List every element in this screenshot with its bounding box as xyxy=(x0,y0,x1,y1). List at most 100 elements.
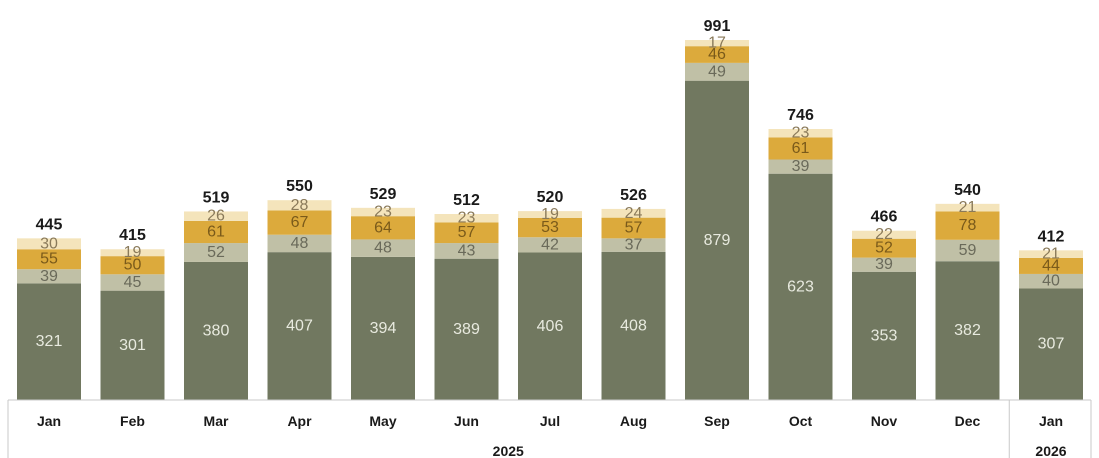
bar-segment-3-7 xyxy=(601,208,666,218)
segment-label-3-2: 26 xyxy=(207,208,225,225)
segment-label-3-6: 19 xyxy=(541,206,559,223)
segment-label-2-3: 67 xyxy=(291,214,309,231)
bar-segment-1-8 xyxy=(685,62,749,81)
segment-label-0-2: 380 xyxy=(203,322,230,339)
bar-segment-0-1 xyxy=(100,290,165,400)
bar-segment-0-3 xyxy=(267,252,332,400)
segment-label-3-3: 28 xyxy=(291,197,309,214)
segment-label-2-4: 64 xyxy=(374,219,392,236)
tick-label-12: Jan xyxy=(1039,413,1063,429)
segment-label-0-7: 408 xyxy=(620,317,647,334)
total-label-10: 466 xyxy=(871,209,898,226)
bar-segment-1-0 xyxy=(17,269,81,284)
bar-segment-2-4 xyxy=(351,216,415,240)
tick-label-3: Apr xyxy=(287,413,312,429)
segment-label-1-1: 45 xyxy=(124,274,142,291)
segment-label-2-5: 57 xyxy=(458,224,476,241)
bar-segment-3-10 xyxy=(852,230,916,239)
segment-label-0-8: 879 xyxy=(704,232,731,249)
tick-label-6: Jul xyxy=(540,413,560,429)
bar-segment-2-3 xyxy=(267,210,332,235)
total-label-4: 529 xyxy=(370,186,397,203)
bar-segment-0-7 xyxy=(601,251,666,400)
bar-segment-2-9 xyxy=(768,137,833,160)
segment-label-2-12: 44 xyxy=(1042,257,1060,274)
category-axis: Jan Feb Mar Apr May Jun Jul Aug Sep Oct Nov Dec Jan 2… xyxy=(7,399,1092,458)
bar-segment-2-7 xyxy=(601,217,666,239)
bar-segment-0-11 xyxy=(935,261,1000,400)
segment-label-0-3: 407 xyxy=(286,318,313,335)
bar-segment-3-6 xyxy=(518,211,582,219)
segment-label-1-10: 39 xyxy=(875,256,893,273)
segment-label-0-5: 389 xyxy=(453,321,480,338)
segment-label-3-0: 30 xyxy=(40,235,58,252)
bar-segment-3-9 xyxy=(768,129,833,138)
bar-segment-3-4 xyxy=(351,207,415,217)
bar-segment-1-3 xyxy=(267,234,332,253)
segment-label-0-1: 301 xyxy=(119,337,146,354)
segment-label-2-8: 46 xyxy=(708,46,726,63)
bar-segment-1-2 xyxy=(184,243,248,262)
total-label-12: 412 xyxy=(1038,228,1065,245)
bar-segment-1-12 xyxy=(1019,273,1083,289)
total-label-6: 520 xyxy=(537,189,564,206)
total-label-7: 526 xyxy=(620,187,647,204)
segment-label-1-8: 49 xyxy=(708,63,726,80)
total-label-1: 415 xyxy=(119,227,146,244)
bar-segment-2-0 xyxy=(17,249,81,270)
segment-label-2-11: 78 xyxy=(959,217,977,234)
bars-layer: 3213955304453014550194153805261265194074… xyxy=(17,18,1083,401)
segment-label-0-4: 394 xyxy=(370,320,397,337)
segment-label-2-10: 52 xyxy=(875,240,893,257)
segment-label-1-5: 43 xyxy=(458,242,476,259)
tick-label-4: May xyxy=(369,413,396,429)
bar-segment-1-9 xyxy=(768,159,833,174)
segment-label-1-4: 48 xyxy=(374,240,392,257)
tick-label-9: Oct xyxy=(789,413,813,429)
tick-label-5: Jun xyxy=(454,413,479,429)
segment-label-1-9: 39 xyxy=(792,158,810,175)
bar-segment-3-8 xyxy=(685,40,749,47)
segment-label-2-9: 61 xyxy=(792,140,810,157)
bar-segment-0-2 xyxy=(184,261,248,400)
segment-label-3-8: 17 xyxy=(708,35,726,52)
bar-segment-0-12 xyxy=(1019,288,1083,400)
bar-segment-3-5 xyxy=(434,214,499,223)
segment-label-0-0: 321 xyxy=(36,333,63,350)
bar-segment-1-11 xyxy=(935,239,1000,262)
tick-label-10: Nov xyxy=(871,413,898,429)
tick-label-8: Sep xyxy=(704,413,730,429)
bar-segment-0-5 xyxy=(434,258,499,400)
segment-label-1-3: 48 xyxy=(291,235,309,252)
segment-label-3-11: 21 xyxy=(959,199,977,216)
bar-segment-0-4 xyxy=(351,256,415,400)
bar-segment-0-8 xyxy=(685,80,749,401)
bar-segment-1-5 xyxy=(434,243,499,259)
total-label-3: 550 xyxy=(286,178,313,195)
year-label-1: 2026 xyxy=(1035,443,1066,458)
total-label-9: 746 xyxy=(787,107,814,124)
bar-segment-3-2 xyxy=(184,211,248,221)
bar-segment-2-5 xyxy=(434,222,499,244)
segment-label-1-12: 40 xyxy=(1042,273,1060,290)
bar-segment-3-11 xyxy=(935,203,1000,212)
segment-label-0-10: 353 xyxy=(871,327,898,344)
segment-label-2-1: 50 xyxy=(124,257,142,274)
bar-segment-2-10 xyxy=(852,238,916,258)
tick-label-11: Dec xyxy=(955,413,981,429)
segment-label-3-7: 24 xyxy=(625,205,643,222)
bar-segment-3-3 xyxy=(267,200,332,211)
segment-label-1-11: 59 xyxy=(959,242,977,259)
segment-label-3-5: 23 xyxy=(458,210,476,227)
segment-label-3-9: 23 xyxy=(792,125,810,142)
tick-label-7: Aug xyxy=(620,413,647,429)
segment-label-1-7: 37 xyxy=(625,237,643,254)
segment-label-0-6: 406 xyxy=(537,318,564,335)
year-label-0: 2025 xyxy=(493,443,524,458)
segment-label-3-1: 19 xyxy=(124,244,142,261)
bar-segment-1-1 xyxy=(100,274,165,291)
bar-segment-2-6 xyxy=(518,218,582,238)
bar-segment-3-1 xyxy=(100,249,165,257)
segment-label-1-0: 39 xyxy=(40,268,58,285)
segment-label-3-12: 21 xyxy=(1042,246,1060,263)
